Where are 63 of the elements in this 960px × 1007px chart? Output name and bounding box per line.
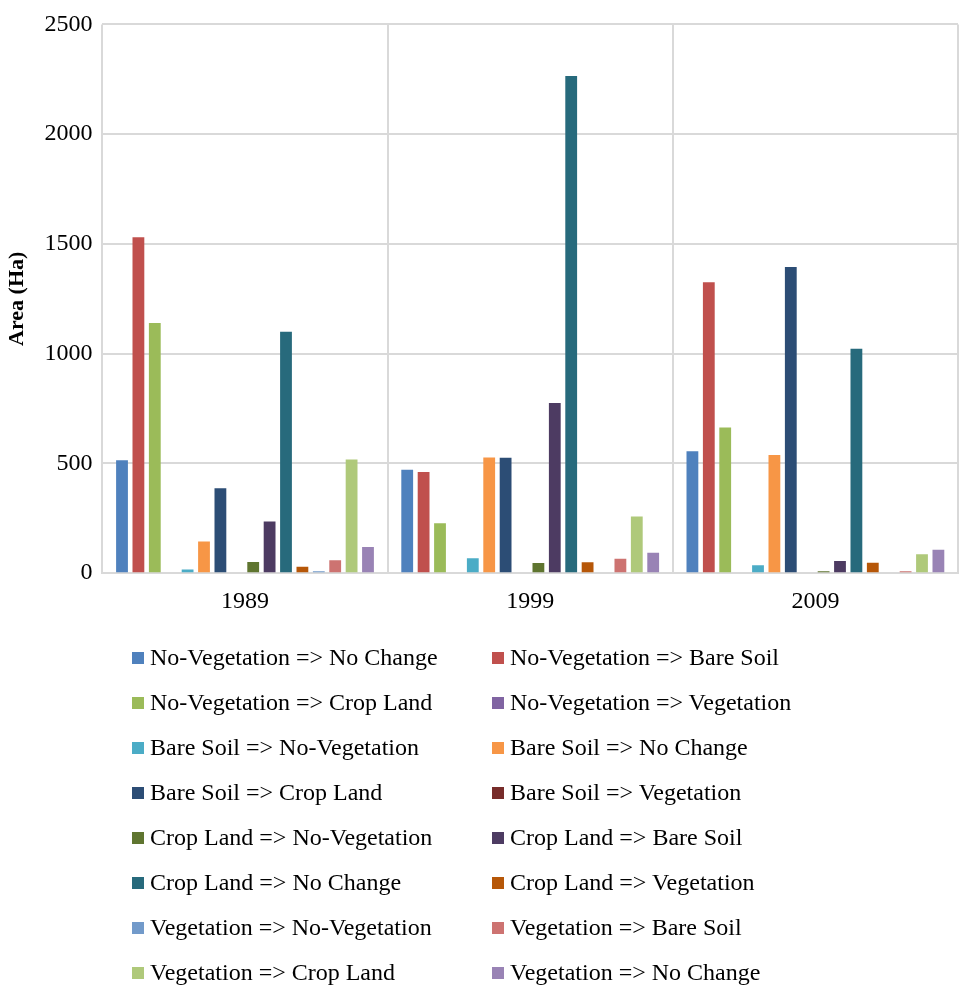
bar [417, 472, 430, 573]
bar [719, 427, 732, 573]
legend-label: Vegetation => Crop Land [150, 959, 396, 986]
y-tick-label: 500 [56, 448, 93, 475]
bar [581, 562, 594, 573]
bar [116, 460, 128, 573]
x-tick-label: 2009 [791, 586, 840, 613]
legend-label: Bare Soil => No-Vegetation [150, 734, 420, 761]
bar [198, 541, 210, 573]
bar [296, 566, 309, 573]
legend-label: Vegetation => No-Vegetation [150, 914, 432, 941]
legend-label: Crop Land => Bare Soil [510, 824, 743, 851]
x-tick-label: 1999 [506, 586, 555, 613]
bar [499, 457, 512, 573]
bar [916, 554, 928, 573]
bar [362, 547, 374, 573]
bar [850, 348, 863, 573]
y-axis-title: Area (Ha) [2, 251, 28, 346]
y-tick-label: 0 [80, 558, 93, 585]
bar [132, 237, 145, 573]
legend-label: No-Vegetation => No Change [150, 644, 438, 671]
bar [614, 558, 627, 573]
bar [866, 562, 879, 573]
bar [148, 322, 161, 573]
legend-label: Bare Soil => Crop Land [150, 779, 383, 806]
bar [686, 451, 699, 573]
bar [181, 569, 194, 573]
y-tick-label: 1000 [44, 338, 93, 365]
legend-label: Crop Land => No Change [150, 869, 402, 896]
bar [214, 488, 227, 573]
bar [345, 459, 358, 573]
legend-label: Vegetation => Bare Soil [510, 914, 742, 941]
y-tick-label: 2500 [44, 9, 93, 36]
legend-label: Crop Land => No-Vegetation [150, 824, 433, 851]
bar [434, 523, 446, 573]
legend-label: Bare Soil => Vegetation [510, 779, 742, 806]
bar [483, 457, 496, 573]
bar [329, 560, 342, 573]
bar [280, 331, 292, 573]
bar [630, 516, 643, 573]
bar [401, 469, 414, 573]
bar [263, 521, 276, 573]
y-tick-label: 2000 [44, 119, 93, 146]
legend-label: No-Vegetation => Crop Land [150, 689, 433, 716]
bar [784, 266, 797, 573]
bar [247, 562, 260, 573]
legend-label: Crop Land => Vegetation [510, 869, 755, 896]
bar [532, 562, 545, 573]
legend-label: No-Vegetation => Bare Soil [510, 644, 780, 671]
bar [565, 75, 578, 573]
bar [834, 560, 846, 573]
bar [466, 558, 479, 573]
x-tick-label: 1989 [221, 586, 269, 613]
bar [752, 565, 764, 573]
legend-label: Bare Soil => No Change [510, 734, 748, 761]
legend-label: No-Vegetation => Vegetation [510, 689, 792, 716]
bar [647, 552, 660, 573]
bar [768, 455, 781, 573]
bar [702, 282, 715, 573]
y-tick-label: 1500 [44, 229, 93, 256]
bar [548, 403, 561, 573]
bar [932, 549, 945, 573]
legend-label: Vegetation => No Change [510, 959, 761, 986]
